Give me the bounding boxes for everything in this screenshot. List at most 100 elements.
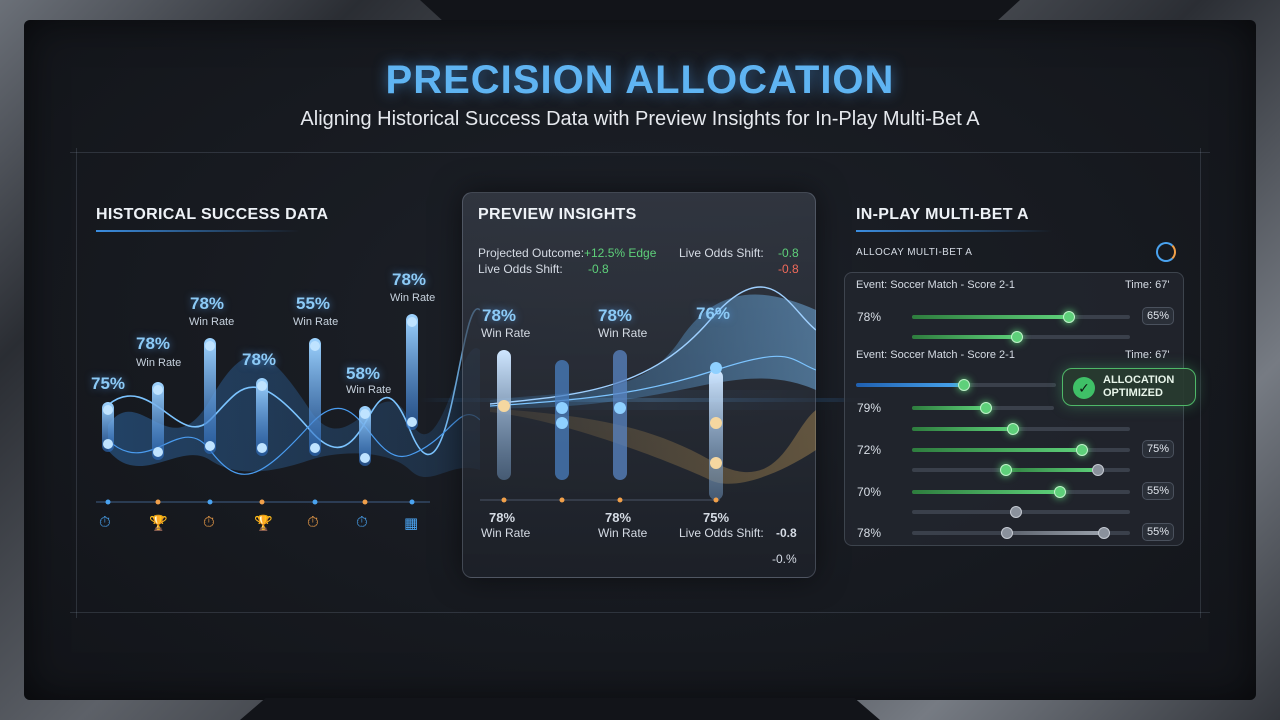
- preview-top-label-2: Win Rate: [598, 326, 648, 340]
- preview-point: [498, 400, 510, 412]
- historical-heading: HISTORICAL SUCCESS DATA: [96, 206, 329, 223]
- preview-bottom-pct-3: 75%: [703, 510, 730, 525]
- row-1-right-value: 65%: [1142, 307, 1174, 325]
- row-5-slider-range: [1005, 531, 1103, 535]
- historical-point: [407, 417, 417, 427]
- inplay-sub-label: ALLOCAY MULTI-BET A: [856, 247, 973, 258]
- historical-point: [360, 453, 370, 463]
- historical-tick: [409, 499, 415, 505]
- historical-underline: [96, 230, 300, 232]
- row-2-sub-track[interactable]: [912, 427, 1130, 431]
- refresh-icon[interactable]: [1156, 242, 1176, 262]
- row-2-slider-knob[interactable]: [980, 402, 992, 414]
- row-5-slider-knob-left[interactable]: [1001, 527, 1013, 539]
- historical-point: [407, 317, 417, 327]
- preview-tick: [559, 497, 565, 503]
- odds-shift-value-3: -0.8: [778, 262, 799, 276]
- row-3-sub-knob-left[interactable]: [1000, 464, 1012, 476]
- historical-point: [103, 405, 113, 415]
- hist-label-5: Win Rate: [293, 316, 339, 328]
- preview-heading: PREVIEW INSIGHTS: [478, 206, 637, 223]
- preview-bottom-shift-value: -0.8: [776, 526, 797, 540]
- row-3-slider-knob[interactable]: [1076, 444, 1088, 456]
- historical-bar: [309, 338, 321, 456]
- guide-line-right: [1200, 148, 1201, 618]
- page-subtitle: Aligning Historical Success Data with Pr…: [300, 108, 980, 130]
- row-4-slider-knob[interactable]: [1054, 486, 1066, 498]
- calendar-icon: ▦: [404, 515, 419, 532]
- odds-shift-value-1: -0.8: [778, 246, 799, 260]
- preview-bottom-extra: -0.%: [772, 552, 797, 566]
- historical-point: [103, 439, 113, 449]
- historical-tick: [362, 499, 368, 505]
- row-3-right-value: 75%: [1142, 440, 1174, 458]
- preview-top-pct-2: 78%: [598, 306, 633, 325]
- inplay-underline: [856, 230, 1052, 232]
- row-3-slider-fill: [912, 448, 1082, 452]
- hist-pct-3: 78%: [190, 294, 225, 313]
- hist-label-3: Win Rate: [189, 316, 235, 328]
- historical-point: [153, 385, 163, 395]
- historical-bar: [204, 338, 216, 454]
- trophy-icon: 🏆: [254, 515, 273, 532]
- historical-bar: [102, 402, 114, 452]
- historical-tick: [312, 499, 318, 505]
- row-5-slider-knob-right[interactable]: [1098, 527, 1110, 539]
- preview-bottom-label-3: Live Odds Shift:: [679, 526, 764, 540]
- row-1-sub-knob[interactable]: [1011, 331, 1023, 343]
- odds-shift-value-2: -0.8: [588, 262, 609, 276]
- preview-tick: [713, 497, 719, 503]
- stopwatch-icon: ⏱: [356, 514, 368, 531]
- preview-top-pct-1: 78%: [482, 306, 517, 325]
- historical-bar: [152, 382, 164, 460]
- stopwatch-icon: ⏱: [99, 514, 111, 531]
- preview-point: [710, 362, 722, 374]
- historical-curve-1: [107, 308, 480, 455]
- row-5-left-value: 78%: [857, 526, 882, 540]
- row-4-right-value: 55%: [1142, 482, 1174, 500]
- row-1-sub-fill: [912, 335, 1018, 339]
- trophy-icon: 🏆: [149, 515, 168, 532]
- historical-tick: [155, 499, 161, 505]
- hist-pct-1: 75%: [91, 374, 126, 393]
- preview-chart: [480, 286, 816, 503]
- historical-point: [205, 441, 215, 451]
- odds-shift-label-2: Live Odds Shift:: [478, 262, 563, 276]
- frame-notch-bottom: [240, 698, 880, 720]
- historical-bar: [359, 406, 371, 466]
- row-2-left-value: 79%: [857, 401, 882, 415]
- preview-bar: [613, 350, 627, 480]
- preview-tick: [501, 497, 507, 503]
- allocation-optimized-badge: ✓ ALLOCATION OPTIMIZED: [1062, 368, 1196, 406]
- event-label-1: Event: Soccer Match - Score 2-1: [856, 279, 1015, 291]
- historical-point: [310, 341, 320, 351]
- historical-point: [153, 447, 163, 457]
- stopwatch-icon: ⏱: [203, 514, 215, 531]
- row-2-slider-fill: [912, 406, 986, 410]
- preview-bottom-pct-1: 78%: [489, 510, 516, 525]
- row-4-slider-fill: [912, 490, 1060, 494]
- guide-line-top: [70, 152, 1210, 153]
- guide-line-left: [76, 148, 77, 618]
- row-1-slider-knob[interactable]: [1063, 311, 1075, 323]
- historical-tick: [207, 499, 213, 505]
- projected-outcome-value: +12.5% Edge: [584, 246, 657, 260]
- event-time-1: Time: 67': [1125, 279, 1170, 291]
- preview-point: [710, 417, 722, 429]
- check-icon: ✓: [1073, 377, 1095, 399]
- row-3-sub-fill: [1000, 468, 1098, 472]
- preview-bottom-pct-2: 78%: [605, 510, 632, 525]
- row-3-sub-knob-right[interactable]: [1092, 464, 1104, 476]
- hist-pct-5: 55%: [296, 294, 331, 313]
- preview-top-label-1: Win Rate: [481, 326, 531, 340]
- row-4-sub-knob[interactable]: [1010, 506, 1022, 518]
- preview-tick: [617, 497, 623, 503]
- historical-point: [257, 381, 267, 391]
- row-1-left-value: 78%: [857, 310, 882, 324]
- row-2-sub-knob[interactable]: [1007, 423, 1019, 435]
- frame-notch-top: [420, 0, 1020, 22]
- highlight-knob[interactable]: [958, 379, 970, 391]
- historical-point: [205, 341, 215, 351]
- preview-point: [556, 402, 568, 414]
- hist-label-7: Win Rate: [390, 292, 436, 304]
